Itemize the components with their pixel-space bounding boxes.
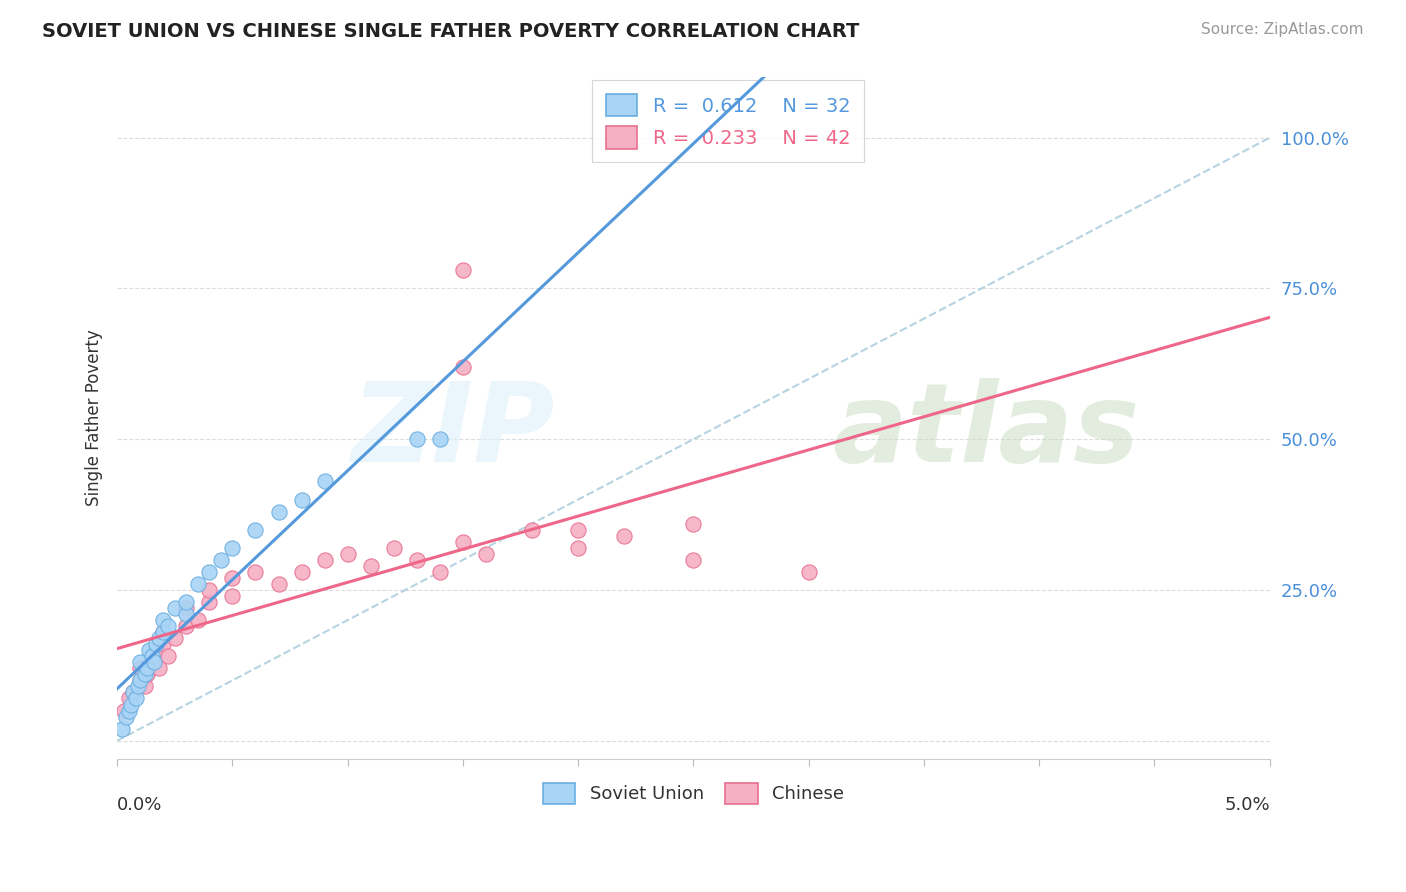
Point [176, 619, 198, 633]
Point [176, 607, 198, 621]
Point [291, 492, 314, 507]
Point [429, 565, 451, 579]
Point [360, 558, 382, 573]
Point [124, 691, 146, 706]
Point [118, 704, 141, 718]
Point [129, 656, 152, 670]
Point [267, 505, 290, 519]
Text: Source: ZipAtlas.com: Source: ZipAtlas.com [1201, 22, 1364, 37]
Point [129, 673, 152, 688]
Point [682, 516, 704, 531]
Y-axis label: Single Father Poverty: Single Father Poverty [86, 330, 103, 507]
Point [122, 685, 145, 699]
Point [613, 529, 636, 543]
Point [156, 619, 179, 633]
Point [682, 553, 704, 567]
Point [291, 565, 314, 579]
Text: 5.0%: 5.0% [1225, 797, 1270, 814]
Point [152, 637, 174, 651]
Point [163, 601, 186, 615]
Point [405, 432, 427, 446]
Point [134, 680, 156, 694]
Point [429, 432, 451, 446]
Point [115, 709, 138, 723]
Text: ZIP: ZIP [352, 378, 555, 485]
Point [156, 649, 179, 664]
Text: atlas: atlas [832, 378, 1139, 485]
Legend: Soviet Union, Chinese: Soviet Union, Chinese [536, 776, 852, 811]
Point [152, 613, 174, 627]
Point [141, 656, 163, 670]
Point [382, 541, 405, 555]
Point [163, 631, 186, 645]
Point [451, 359, 474, 374]
Point [143, 649, 166, 664]
Point [112, 704, 135, 718]
Point [314, 475, 336, 489]
Point [145, 637, 167, 651]
Point [136, 667, 159, 681]
Point [138, 643, 160, 657]
Point [176, 601, 198, 615]
Point [451, 263, 474, 277]
Point [111, 722, 134, 736]
Point [129, 661, 152, 675]
Point [209, 553, 232, 567]
Point [120, 698, 142, 712]
Point [134, 667, 156, 681]
Point [152, 625, 174, 640]
Text: 0.0%: 0.0% [117, 797, 163, 814]
Point [187, 577, 209, 591]
Text: SOVIET UNION VS CHINESE SINGLE FATHER POVERTY CORRELATION CHART: SOVIET UNION VS CHINESE SINGLE FATHER PO… [42, 22, 859, 41]
Point [118, 691, 141, 706]
Point [567, 523, 589, 537]
Point [127, 680, 149, 694]
Point [221, 571, 243, 585]
Point [267, 577, 290, 591]
Point [520, 523, 543, 537]
Point [141, 649, 163, 664]
Point [129, 673, 152, 688]
Point [245, 523, 267, 537]
Point [136, 661, 159, 675]
Point [152, 625, 174, 640]
Point [314, 553, 336, 567]
Point [198, 582, 221, 597]
Point [221, 541, 243, 555]
Point [145, 643, 167, 657]
Point [797, 565, 820, 579]
Point [143, 656, 166, 670]
Point [198, 595, 221, 609]
Point [405, 553, 427, 567]
Point [148, 661, 170, 675]
Point [451, 534, 474, 549]
Point [176, 595, 198, 609]
Point [198, 565, 221, 579]
Point [122, 685, 145, 699]
Point [148, 631, 170, 645]
Point [221, 589, 243, 603]
Point [245, 565, 267, 579]
Point [336, 547, 359, 561]
Point [475, 547, 498, 561]
Point [567, 541, 589, 555]
Point [187, 613, 209, 627]
